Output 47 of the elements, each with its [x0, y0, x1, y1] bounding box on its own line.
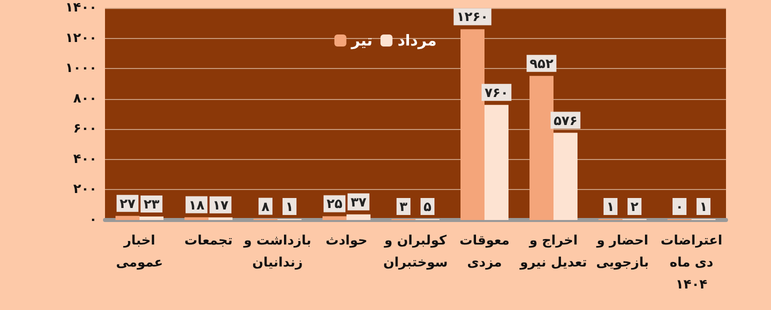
data-label: ۵ [424, 200, 432, 215]
data-label: ۱۲۶۰ [456, 10, 488, 26]
data-label: ۱۸ [188, 198, 204, 214]
data-label: ۱ [700, 200, 708, 215]
data-label: ۲۳ [144, 198, 160, 213]
bar [460, 29, 484, 220]
bar [208, 217, 232, 220]
y-tick-label: ۴۰۰ [73, 152, 97, 167]
bar [184, 217, 208, 220]
data-label: ۲۵ [326, 197, 342, 212]
bar [346, 214, 370, 220]
data-label: ۱ [286, 200, 294, 215]
y-tick-label: ۱۲۰۰ [65, 30, 97, 46]
y-tick-label: ۰ [89, 212, 97, 228]
y-tick-label: ۶۰۰ [73, 122, 97, 137]
data-label: ۱۷ [212, 198, 228, 214]
data-label: ۸ [262, 200, 270, 215]
x-tick-label: احضار و بازجویی [596, 234, 649, 270]
y-tick-label: ۱۴۰۰ [65, 0, 97, 16]
data-label: ۹۵۲ [530, 56, 554, 72]
x-tick-label: اخراج و تعدیل نیرو [518, 234, 588, 270]
data-label: ۰ [676, 200, 684, 215]
x-tick-label: کولبران و سوختبران [383, 234, 448, 270]
x-tick-label: اعتراضات دی ماه ۱۴۰۴ [660, 234, 722, 292]
x-tick-label: معوقات مزدی [460, 234, 510, 270]
bar [116, 216, 140, 220]
data-label: ۳۷ [350, 195, 366, 210]
y-tick-label: ۲۰۰ [73, 182, 97, 198]
data-label: ۱ [606, 200, 614, 215]
bar [484, 104, 508, 220]
x-tick-label: اخبار عمومی [116, 234, 163, 270]
x-tick-label: بازداشت و زندانیان [242, 234, 312, 270]
bar [322, 216, 346, 220]
y-tick-label: ۸۰۰ [73, 91, 97, 106]
y-tick-label: ۱۰۰۰ [65, 61, 97, 76]
bar [140, 216, 164, 220]
x-tick-label: حوادث [326, 234, 368, 248]
x-tick-label: تجمعات [184, 234, 233, 248]
bar [554, 132, 578, 220]
bar [530, 76, 554, 220]
legend-label: تیر [350, 32, 372, 50]
data-label: ۲ [630, 200, 639, 215]
data-label: ۷۶۰ [484, 86, 508, 101]
data-label: ۵۷۶ [554, 114, 578, 129]
data-label: ۲۷ [120, 196, 136, 212]
data-label: ۳ [400, 200, 408, 215]
legend-label: مرداد [397, 32, 437, 50]
